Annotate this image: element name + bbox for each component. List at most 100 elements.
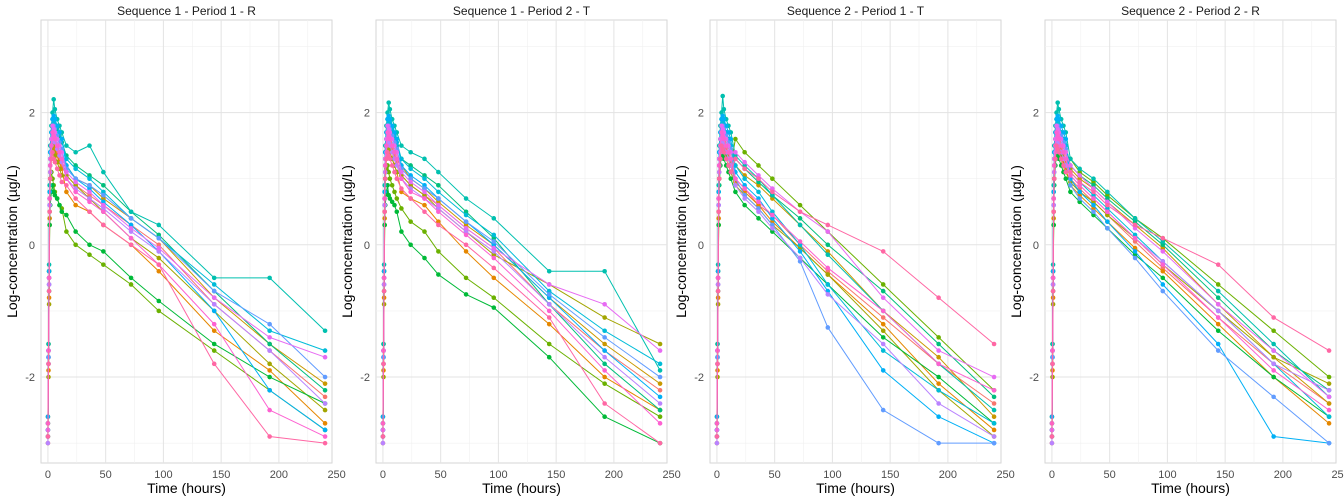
data-point xyxy=(880,335,886,340)
data-point xyxy=(1326,414,1332,420)
data-point xyxy=(128,222,134,228)
data-point xyxy=(715,361,720,367)
data-point xyxy=(1058,123,1064,129)
data-point xyxy=(602,381,607,386)
data-point xyxy=(422,183,427,188)
data-point xyxy=(1160,265,1166,271)
data-point xyxy=(797,202,803,208)
data-point xyxy=(156,298,162,304)
data-point xyxy=(1215,262,1221,267)
data-point xyxy=(936,295,941,301)
data-point xyxy=(387,196,393,201)
data-point xyxy=(64,189,69,195)
data-point xyxy=(1215,348,1221,353)
data-point xyxy=(936,341,941,347)
data-point xyxy=(382,163,388,168)
data-point xyxy=(392,149,397,155)
data-point xyxy=(73,179,78,185)
data-point xyxy=(602,374,607,380)
data-point xyxy=(1326,394,1332,400)
data-point xyxy=(87,176,92,181)
data-point xyxy=(880,407,886,413)
data-point xyxy=(1050,288,1056,294)
data-point xyxy=(128,242,134,248)
data-point xyxy=(52,159,58,165)
data-point xyxy=(1132,249,1138,254)
y-axis-title: Log-concentration (µg/L) xyxy=(673,165,689,318)
data-point xyxy=(733,156,738,162)
data-point xyxy=(1063,136,1069,142)
data-point xyxy=(728,156,734,162)
data-point xyxy=(1105,212,1110,218)
data-point xyxy=(491,235,497,241)
data-point xyxy=(73,189,78,195)
data-point xyxy=(211,275,217,281)
data-point xyxy=(211,288,217,294)
data-point xyxy=(101,262,106,267)
data-point xyxy=(1215,308,1221,314)
panel-title: Sequence 2 - Period 2 - R xyxy=(1121,4,1260,18)
data-point xyxy=(770,222,775,228)
data-point xyxy=(602,335,607,340)
data-point xyxy=(422,176,427,181)
data-point xyxy=(657,381,663,386)
data-point xyxy=(211,341,217,347)
data-point xyxy=(322,394,328,400)
data-point xyxy=(73,242,78,248)
data-point xyxy=(408,179,413,185)
data-point xyxy=(1051,163,1057,168)
plot-area xyxy=(375,19,668,464)
data-point xyxy=(726,149,731,155)
data-point xyxy=(657,374,663,380)
data-point xyxy=(797,249,803,254)
data-point xyxy=(721,116,727,122)
data-point xyxy=(991,394,997,400)
data-point xyxy=(64,212,69,218)
data-point xyxy=(880,321,886,327)
data-point xyxy=(742,159,747,165)
data-point xyxy=(546,302,552,307)
data-point xyxy=(408,242,413,248)
y-tick-label: -2 xyxy=(360,372,370,384)
data-point xyxy=(156,255,162,261)
data-point xyxy=(101,189,106,195)
data-point xyxy=(156,222,162,228)
data-point xyxy=(825,325,831,330)
data-point xyxy=(491,275,497,281)
data-point xyxy=(1091,179,1096,185)
data-point xyxy=(546,295,552,301)
data-point xyxy=(742,163,747,168)
data-point xyxy=(128,225,134,231)
data-point xyxy=(1091,176,1096,181)
data-point xyxy=(399,143,404,148)
data-point xyxy=(392,169,397,175)
data-point xyxy=(1271,374,1276,380)
data-point xyxy=(742,186,747,191)
data-point xyxy=(436,272,441,277)
data-point xyxy=(101,209,106,215)
data-point xyxy=(491,216,497,221)
data-point xyxy=(101,183,106,188)
data-point xyxy=(422,156,427,162)
x-tick-label: 50 xyxy=(100,469,112,481)
x-axis-title: Time (hours) xyxy=(816,480,895,496)
data-point xyxy=(57,149,62,155)
subject-series xyxy=(45,149,328,446)
data-point xyxy=(156,232,162,238)
x-axis-title: Time (hours) xyxy=(1151,480,1230,496)
data-point xyxy=(756,176,761,181)
data-point xyxy=(991,414,997,420)
data-point xyxy=(756,189,761,195)
data-point xyxy=(491,305,497,310)
data-point xyxy=(64,183,69,188)
data-point xyxy=(322,381,328,386)
data-point xyxy=(991,434,997,439)
data-point xyxy=(657,440,663,446)
data-point xyxy=(733,189,738,195)
x-tick-label: 0 xyxy=(1049,469,1055,481)
data-point xyxy=(1077,166,1082,172)
data-point xyxy=(1105,225,1110,231)
data-point xyxy=(716,163,722,168)
data-point xyxy=(1132,232,1138,238)
